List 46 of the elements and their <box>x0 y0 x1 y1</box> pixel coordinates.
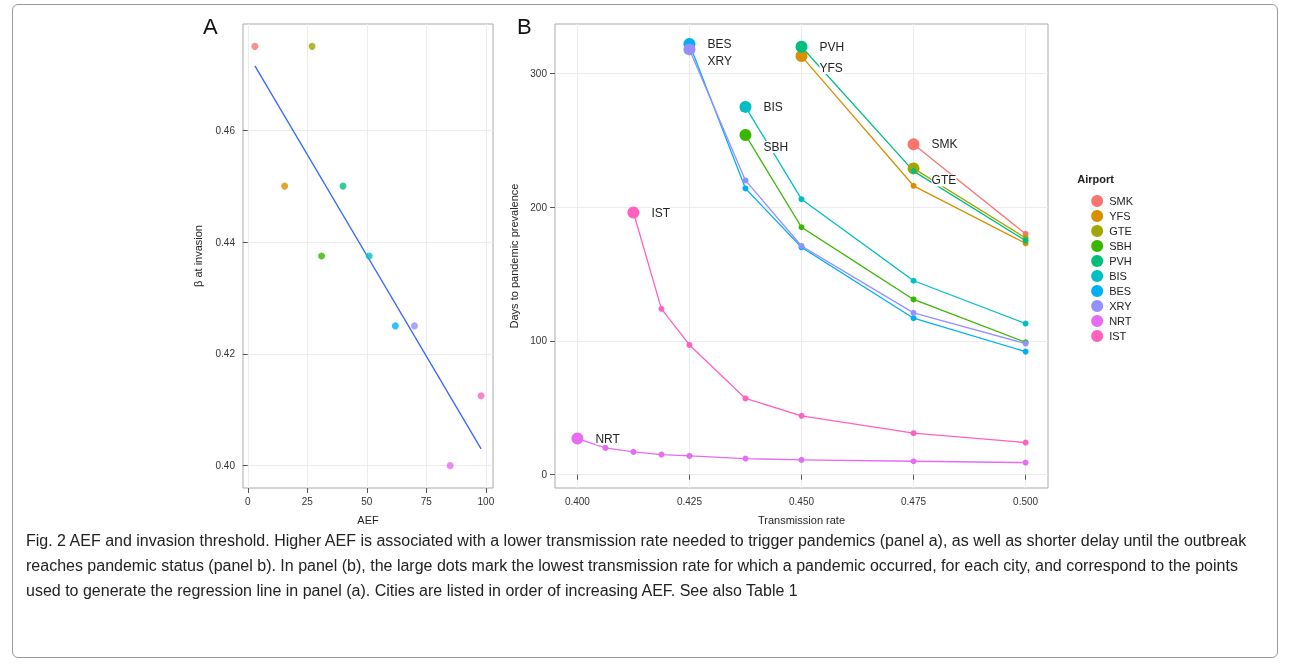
legend-title: Airport <box>1077 172 1115 185</box>
text: GTE <box>931 173 957 188</box>
text: BES <box>707 37 732 52</box>
text: NRT <box>595 431 620 446</box>
legend-label: BIS <box>1109 270 1127 282</box>
x-tick-label: 100 <box>477 495 495 507</box>
x-tick-label: 75 <box>420 495 433 507</box>
x-tick-label: 0.475 <box>901 495 927 507</box>
x-tick-label: 0 <box>244 495 251 507</box>
y-tick-label: 0 <box>541 469 548 481</box>
y-tick-label: 100 <box>530 335 548 347</box>
x-tick-label: 50 <box>361 495 373 507</box>
legend-label: GTE <box>1109 225 1132 237</box>
x-tick-label: 0.400 <box>564 495 591 507</box>
caption: Fig. 2 AEF and invasion threshold. Higher AEF is associated with a lower transmission rate needed to trigger pandemics (panel a), as well as shorter delay until the outbreak reaches pandemic status (panel b). In panel (b), the large dots mark the lowest transmission rate for which a pandemic occurred, for each city, and correspond to the points used to generate the regression line in panel (a). Cities are listed in order of increasing AEF. See also Table 1 <box>26 531 1248 601</box>
text: XRY <box>707 54 732 69</box>
x-axis-title: Transmission rate <box>757 513 846 526</box>
legend-label: PVH <box>1109 255 1132 267</box>
text: BIS <box>763 99 783 114</box>
x-tick-label: 0.450 <box>788 495 815 507</box>
legend-label: XRY <box>1109 300 1133 312</box>
text: PVH <box>819 39 845 54</box>
chart-title: B <box>517 13 532 39</box>
y-tick-label: 0.44 <box>215 236 236 248</box>
legend-label: SBH <box>1109 240 1132 252</box>
legend-label: IST <box>1109 330 1127 342</box>
chart-title: A <box>203 13 218 39</box>
legend-label: BES <box>1109 285 1132 297</box>
legend-label: NRT <box>1109 315 1132 327</box>
text: YFS <box>819 61 843 76</box>
x-tick-label: 0.425 <box>676 495 703 507</box>
y-tick-label: 200 <box>530 201 548 213</box>
y-axis-title: Days to pandemic prevalence <box>507 183 520 329</box>
y-tick-label: 0.40 <box>215 460 236 472</box>
legend-label: YFS <box>1109 210 1131 222</box>
y-tick-label: 0.46 <box>215 124 236 136</box>
y-tick-label: 300 <box>530 67 548 79</box>
y-tick-label: 0.42 <box>215 348 236 360</box>
y-axis-title: β at invasion <box>191 225 204 287</box>
text: SMK <box>931 137 958 152</box>
x-axis-title: AEF <box>357 513 379 526</box>
legend-label: SMK <box>1109 195 1134 207</box>
x-tick-label: 0.500 <box>1013 495 1039 507</box>
text: SBH <box>763 139 789 154</box>
text: IST <box>651 205 671 220</box>
x-tick-label: 25 <box>301 495 314 507</box>
